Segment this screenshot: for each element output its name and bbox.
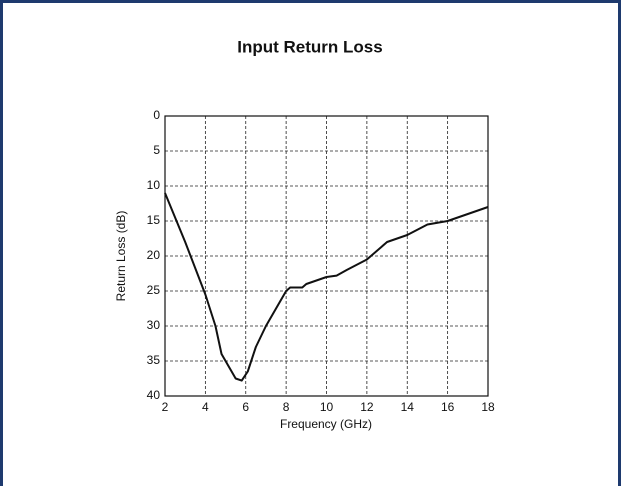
x-tick-label: 18: [481, 400, 495, 414]
y-tick-label: 35: [147, 353, 161, 367]
x-tick-label: 8: [283, 400, 290, 414]
y-tick-label: 15: [147, 213, 161, 227]
y-tick-label: 0: [153, 108, 160, 122]
plot-border: [164, 115, 489, 397]
y-tick-label: 5: [153, 143, 160, 157]
y-axis-label: Return Loss (dB): [114, 211, 128, 302]
y-tick-label: 25: [147, 283, 161, 297]
x-tick-label: 6: [242, 400, 249, 414]
x-tick-label: 14: [401, 400, 415, 414]
chart-title: Input Return Loss: [237, 37, 382, 56]
y-tick-label: 30: [147, 318, 161, 332]
line-series: [164, 192, 489, 382]
x-tick-label: 10: [320, 400, 334, 414]
x-tick-label: 16: [441, 400, 455, 414]
x-axis-label: Frequency (GHz): [280, 417, 372, 431]
y-tick-label: 10: [147, 178, 161, 192]
y-tick-label: 40: [147, 388, 161, 402]
x-tick-label: 4: [202, 400, 209, 414]
x-tick-label: 2: [162, 400, 169, 414]
y-tick-label: 20: [147, 248, 161, 262]
x-tick-label: 12: [360, 400, 374, 414]
